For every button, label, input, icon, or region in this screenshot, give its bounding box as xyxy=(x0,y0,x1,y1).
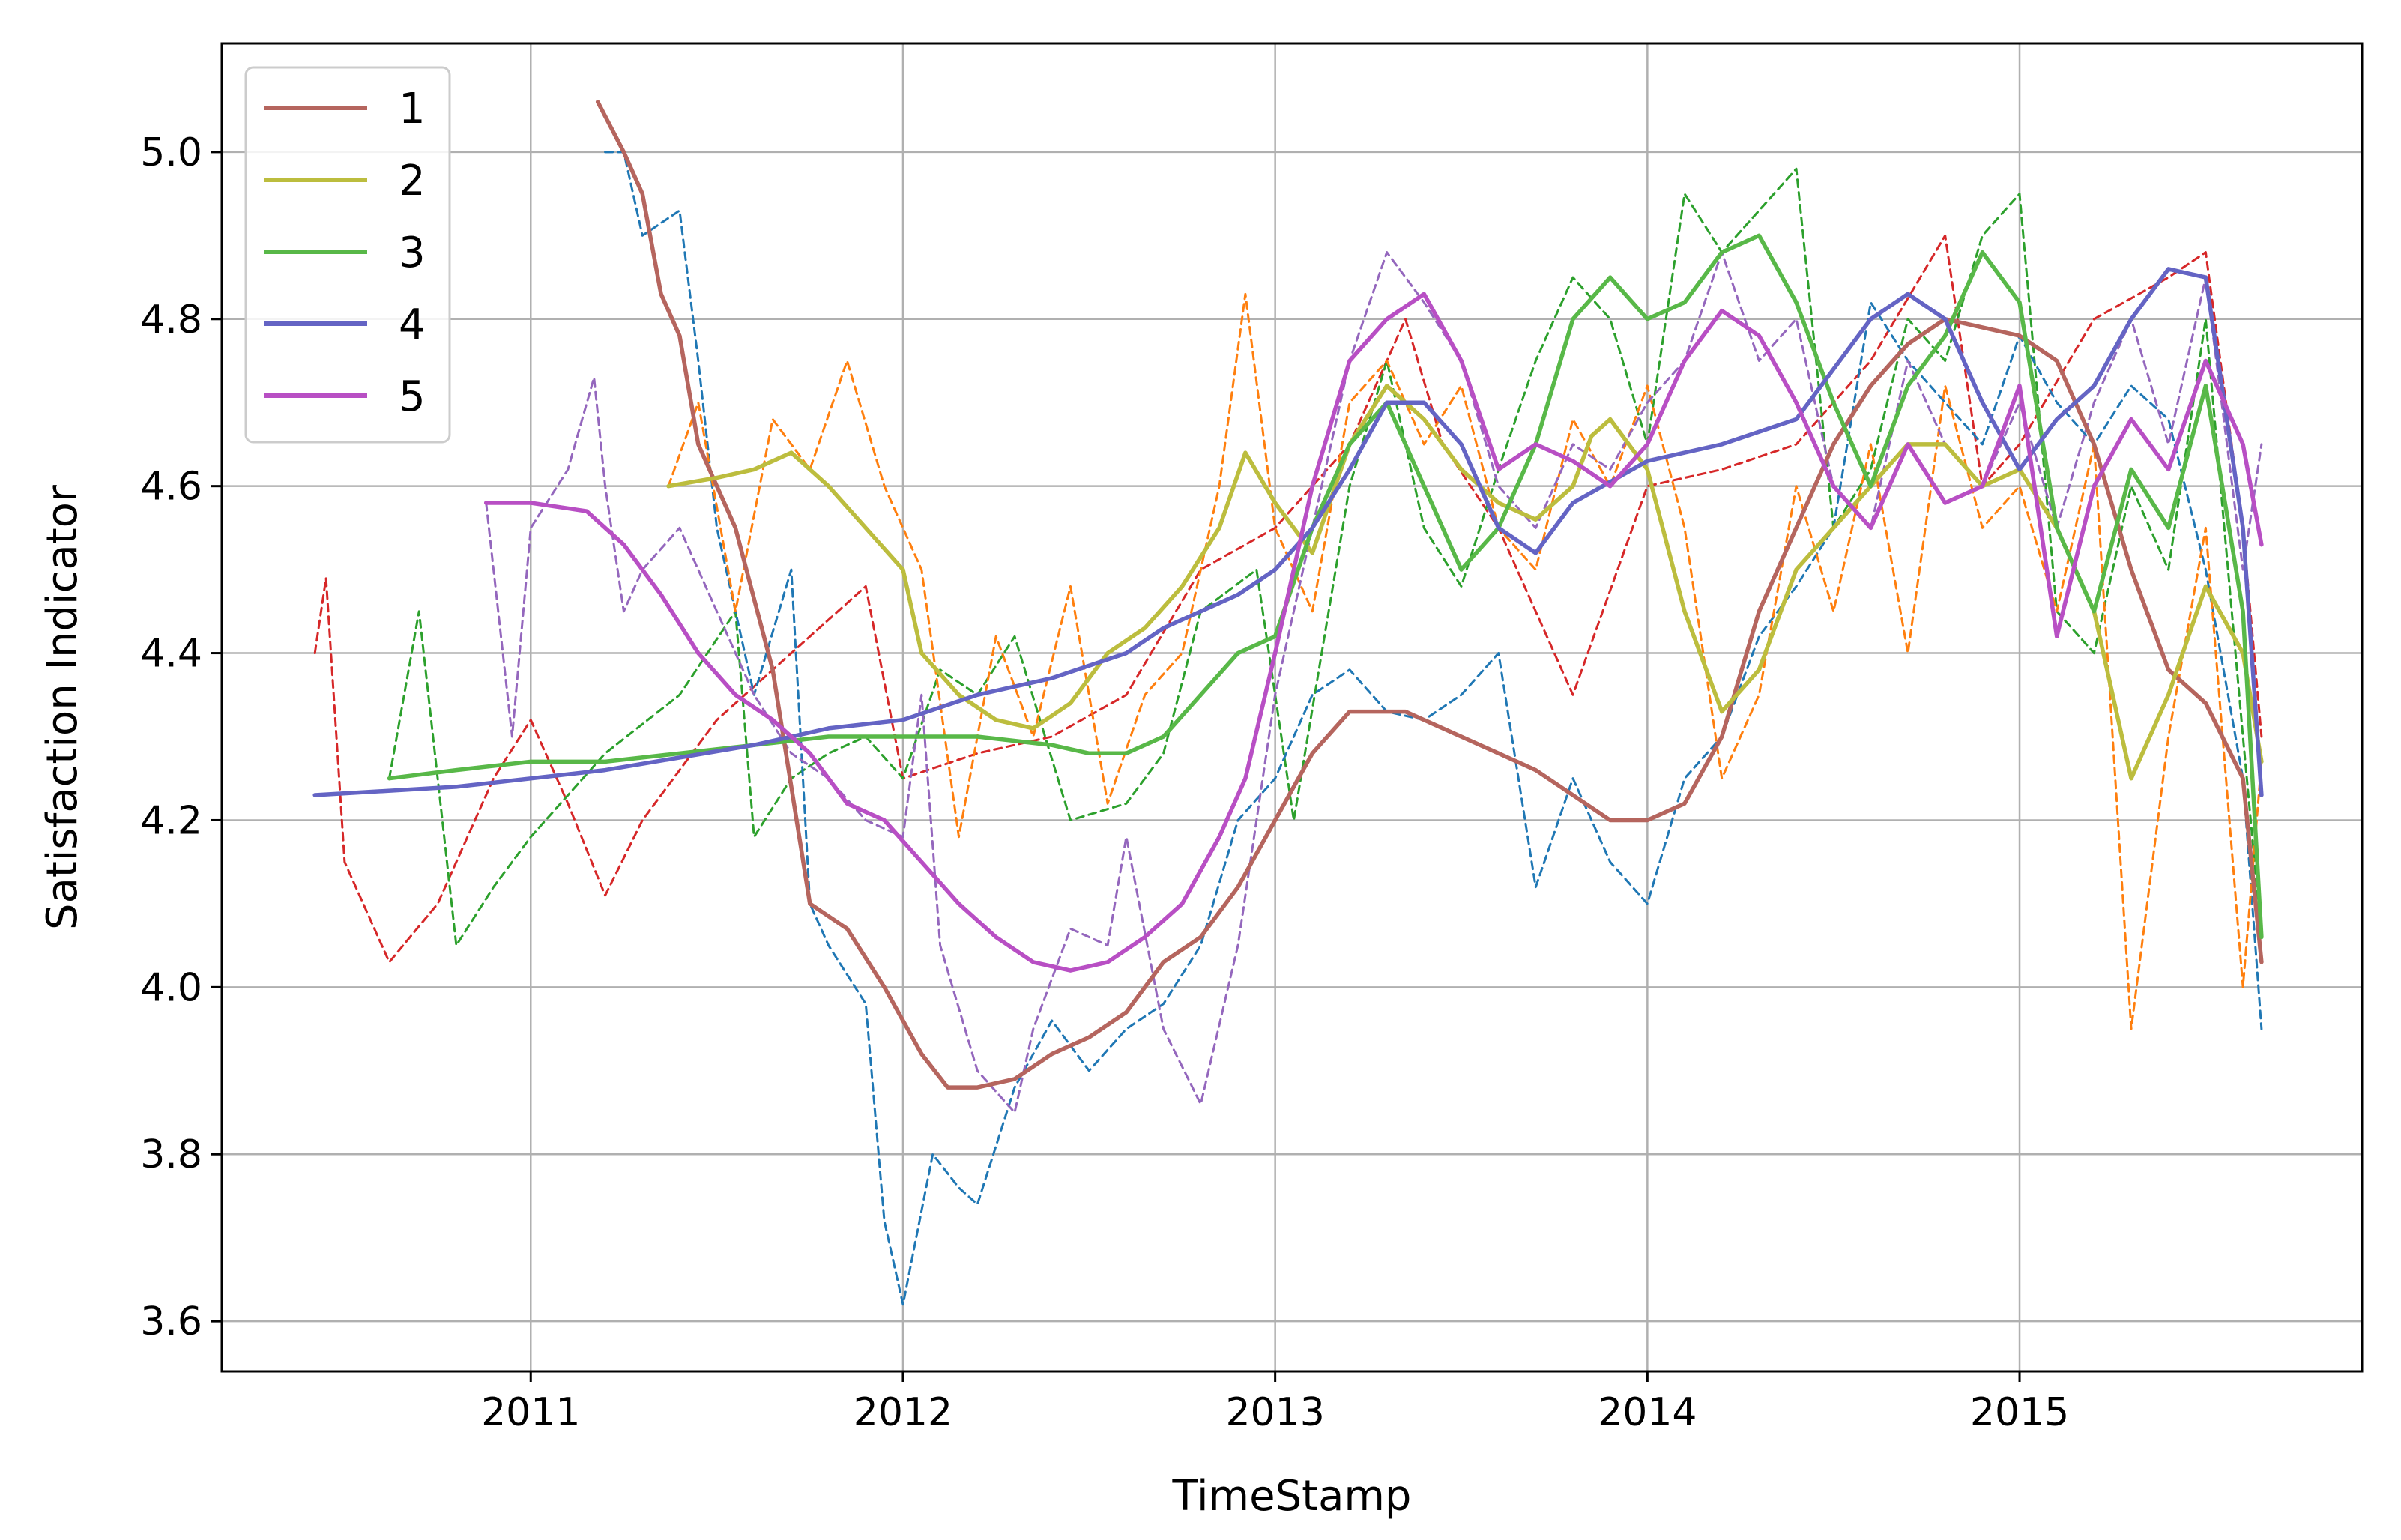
y-tick-label: 5.0 xyxy=(140,130,202,175)
x-tick-label: 2014 xyxy=(1598,1390,1697,1435)
y-tick-label: 4.2 xyxy=(140,798,202,843)
y-tick-label: 4.0 xyxy=(140,965,202,1010)
legend-label-2: 2 xyxy=(399,157,426,205)
series-line-5 xyxy=(483,292,2264,973)
x-tick-label: 2015 xyxy=(1970,1390,2069,1435)
y-axis-label: Satisfaction Indicator xyxy=(38,484,87,930)
legend-label-4: 4 xyxy=(399,301,426,349)
legend-label-3: 3 xyxy=(399,229,426,277)
series-line-dashed-8 xyxy=(667,292,2263,1030)
series-line-4 xyxy=(312,267,2264,797)
y-tick-label: 4.8 xyxy=(140,298,202,342)
legend: 1 2 3 4 5 xyxy=(244,66,451,444)
x-tick-label: 2013 xyxy=(1225,1390,1324,1435)
legend-label-5: 5 xyxy=(399,372,426,421)
plot-frame xyxy=(220,42,2364,1373)
series-layer xyxy=(312,100,2264,1306)
legend-box xyxy=(244,66,451,444)
y-tick-label: 3.6 xyxy=(140,1299,202,1344)
series-line-1 xyxy=(595,100,2264,1090)
grid xyxy=(222,43,2362,1371)
y-tick-label: 4.6 xyxy=(140,465,202,510)
legend-label-1: 1 xyxy=(399,85,426,133)
x-tick-label: 2012 xyxy=(854,1390,952,1435)
y-tick-label: 4.4 xyxy=(140,632,202,677)
ticks: 2011 2012 2013 2014 2015 3.6 3.8 4.0 4.2 4.4 4.6 4.… xyxy=(140,130,2069,1435)
series-line-dashed-7 xyxy=(604,151,2263,1306)
y-tick-label: 3.8 xyxy=(140,1132,202,1177)
x-tick-label: 2011 xyxy=(481,1390,580,1435)
x-axis-label: TimeStamp xyxy=(1172,1472,1412,1521)
series-line-dashed-5 xyxy=(313,234,2263,964)
